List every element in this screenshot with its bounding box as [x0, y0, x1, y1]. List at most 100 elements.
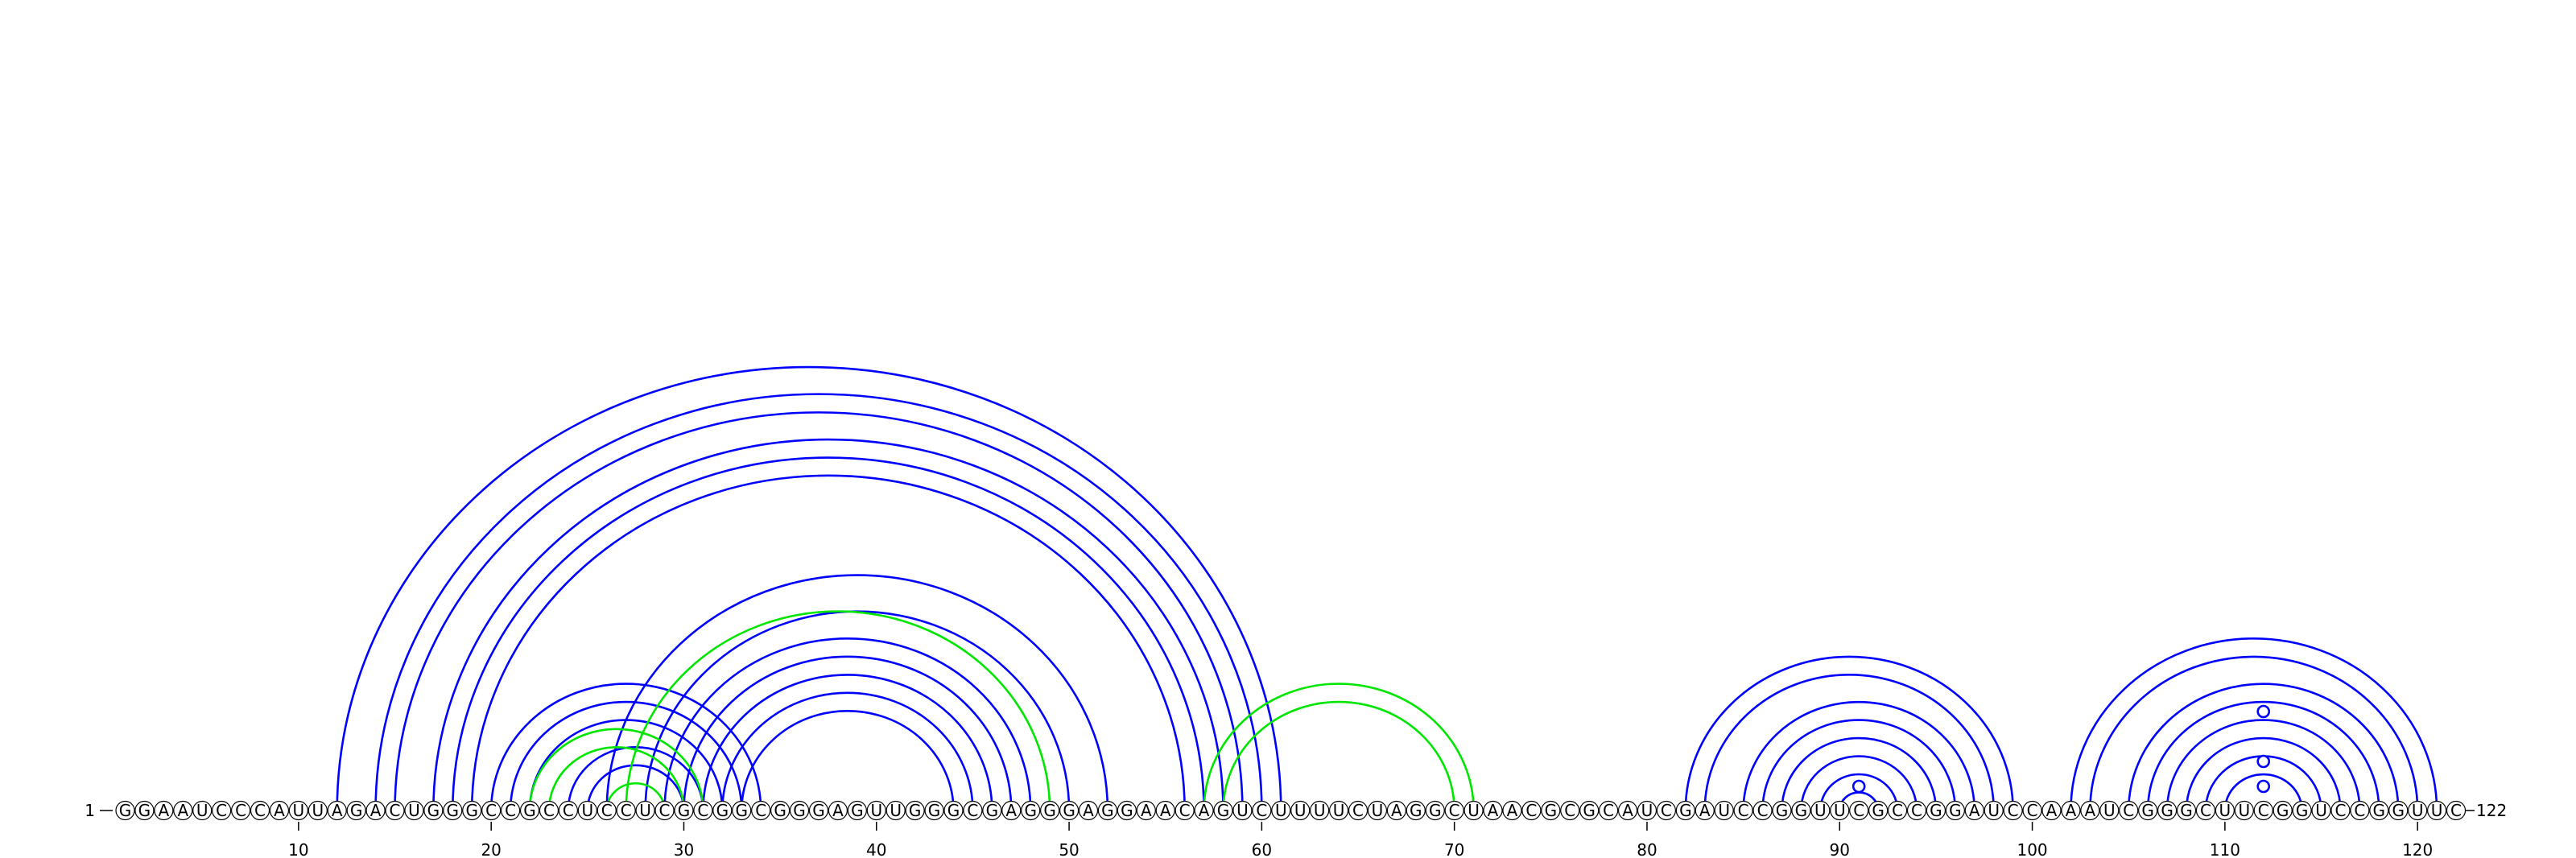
- nucleotide-circle: [423, 800, 444, 821]
- nucleotide: C: [230, 800, 251, 821]
- nucleotide-letter: G: [427, 801, 440, 820]
- nucleotide-circle: [1328, 800, 1349, 821]
- nucleotide-letter: G: [928, 801, 941, 820]
- nucleotide-letter: G: [1949, 801, 1962, 820]
- nucleotide: G: [1945, 800, 1965, 821]
- nucleotide: U: [2311, 800, 2331, 821]
- nucleotide-circle: [808, 800, 829, 821]
- nucleotide: A: [173, 800, 193, 821]
- nucleotide-circle: [1155, 800, 1175, 821]
- nucleotide-letter: C: [621, 801, 632, 820]
- nucleotide-circle: [1040, 800, 1060, 821]
- nucleotide: C: [654, 800, 675, 821]
- nucleotide-circle: [1425, 800, 1445, 821]
- nucleotide: U: [1714, 800, 1734, 821]
- nucleotide-letter: U: [196, 801, 208, 820]
- nucleotide: C: [1887, 800, 1908, 821]
- nucleotide-letter: A: [1622, 801, 1633, 820]
- nucleotide-letter: U: [1333, 801, 1345, 820]
- nucleotide: C: [1521, 800, 1542, 821]
- nucleotide-circle: [327, 800, 347, 821]
- nucleotide: A: [269, 800, 290, 821]
- base-pair-arc: [721, 691, 974, 811]
- nucleotide-circle: [1617, 800, 1638, 821]
- nucleotide-circle: [1868, 800, 1889, 821]
- nucleotide-letter: C: [2008, 801, 2019, 820]
- base-pair-arc: [683, 655, 1013, 811]
- nucleotide-circle: [500, 800, 521, 821]
- nucleotide-letter: A: [832, 801, 844, 820]
- nucleotide: U: [2427, 800, 2447, 821]
- nucleotide: C: [1752, 800, 1773, 821]
- nucleotide: C: [2253, 800, 2273, 821]
- nucleotide-letter: C: [1892, 801, 1903, 820]
- nucleotide: G: [1675, 800, 1695, 821]
- nucleotide-letter: G: [1583, 801, 1596, 820]
- base-pair-arc: [394, 410, 1244, 811]
- nucleotide-circle: [1675, 800, 1695, 821]
- nucleotide: G: [2388, 800, 2409, 821]
- nucleotide: U: [288, 800, 308, 821]
- nucleotide: A: [1964, 800, 1984, 821]
- nucleotide-letter: C: [2258, 801, 2269, 820]
- nucleotide-letter: G: [1429, 801, 1442, 820]
- alternate-pair-arc: [625, 610, 1051, 811]
- nucleotide: C: [1849, 800, 1869, 821]
- nucleotide-circle: [115, 800, 135, 821]
- loop-marker: [2256, 779, 2271, 794]
- nucleotide: U: [1830, 800, 1850, 821]
- nucleotide: G: [905, 800, 925, 821]
- nucleotide-circle: [712, 800, 733, 821]
- nucleotide: C: [250, 800, 270, 821]
- nucleotide-letter: U: [2219, 801, 2231, 820]
- nucleotide-circle: [770, 800, 791, 821]
- nucleotide-letter: U: [1294, 801, 1307, 820]
- nucleotide-letter: C: [2450, 801, 2462, 820]
- nucleotide-letter: G: [1410, 801, 1422, 820]
- loop-marker: [1852, 779, 1866, 794]
- nucleotide-circle: [1194, 800, 1214, 821]
- nucleotide-letter: G: [350, 801, 363, 820]
- nucleotide-letter: C: [659, 801, 671, 820]
- tick-label: 50: [1059, 840, 1079, 858]
- nucleotide: U: [1310, 800, 1330, 821]
- nucleotide: G: [1097, 800, 1118, 821]
- nucleotide: G: [1406, 800, 1426, 821]
- nucleotide-letter: G: [1795, 801, 1808, 820]
- nucleotide: U: [2408, 800, 2428, 821]
- nucleotide-circle: [519, 800, 540, 821]
- nucleotide-letter: C: [563, 801, 574, 820]
- tick-label: 120: [2402, 840, 2433, 858]
- nucleotide-circle: [597, 800, 617, 821]
- nucleotide-circle: [1213, 800, 1233, 821]
- nucleotide-circle: [1502, 800, 1522, 821]
- nucleotide: U: [308, 800, 328, 821]
- nucleotide-circle: [2138, 800, 2158, 821]
- nucleotide-circle: [2350, 800, 2370, 821]
- nucleotide-circle: [2080, 800, 2100, 821]
- nucleotide-circle: [1984, 800, 2004, 821]
- nucleotide-circle: [134, 800, 155, 821]
- nucleotide-letter: G: [1121, 801, 1133, 820]
- nucleotide-circle: [308, 800, 328, 821]
- nucleotide: A: [1502, 800, 1522, 821]
- nucleotide-letter: G: [1776, 801, 1789, 820]
- nucleotide: A: [1078, 800, 1099, 821]
- nucleotide-letter: U: [1275, 801, 1287, 820]
- nucleotide-circle: [654, 800, 675, 821]
- nucleotide-circle: [2176, 800, 2197, 821]
- nucleotide-letter: G: [1872, 801, 1885, 820]
- base-pair-arc: [452, 456, 1205, 811]
- nucleotide-circle: [346, 800, 366, 821]
- nucleotide-circle: [1483, 800, 1503, 821]
- base-pair-arc: [567, 746, 704, 811]
- axis-layer: 10 20 30 40 50 60 70 80 90 100 110 120: [100, 810, 2475, 858]
- nucleotide-letter: G: [812, 801, 825, 820]
- nucleotide-circle: [1599, 800, 1619, 821]
- nucleotide-letter: G: [2180, 801, 2193, 820]
- base-pair-arc: [2185, 736, 2342, 811]
- nucleotide-circle: [1406, 800, 1426, 821]
- nucleotide-circle: [539, 800, 559, 821]
- nucleotide-letter: A: [274, 801, 285, 820]
